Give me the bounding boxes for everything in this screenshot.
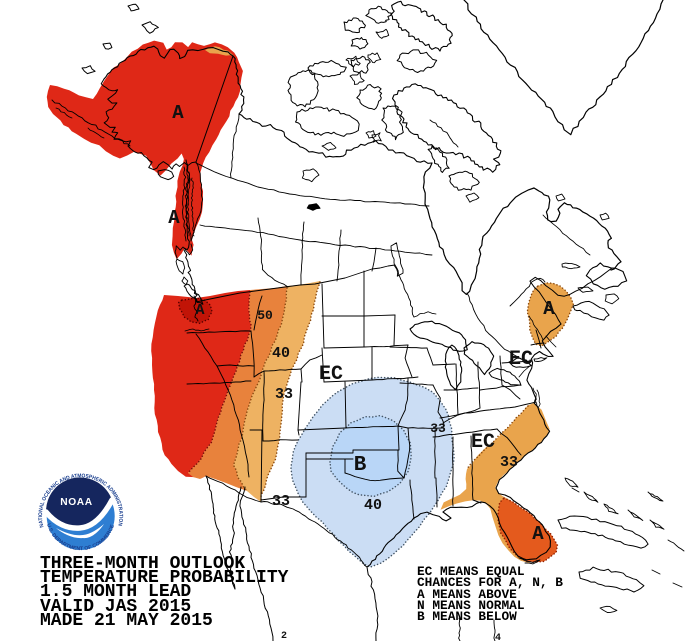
svg-text:NOAA: NOAA xyxy=(60,497,92,508)
svg-text:50: 50 xyxy=(257,308,273,323)
svg-text:EC: EC xyxy=(471,431,495,454)
svg-text:A: A xyxy=(195,302,204,319)
svg-text:2: 2 xyxy=(281,631,287,641)
svg-text:33: 33 xyxy=(275,386,293,403)
svg-text:EC: EC xyxy=(509,348,533,371)
svg-text:33: 33 xyxy=(500,454,518,471)
svg-text:B: B xyxy=(354,454,367,477)
svg-text:A: A xyxy=(532,523,544,545)
svg-text:EC: EC xyxy=(319,363,343,386)
svg-text:40: 40 xyxy=(364,497,382,514)
svg-text:A: A xyxy=(172,102,184,124)
svg-text:A: A xyxy=(543,298,555,320)
svg-text:33: 33 xyxy=(430,421,446,436)
svg-text:33: 33 xyxy=(272,493,290,510)
svg-text:A: A xyxy=(168,207,180,229)
svg-text:4: 4 xyxy=(495,633,501,641)
svg-text:40: 40 xyxy=(272,345,290,362)
